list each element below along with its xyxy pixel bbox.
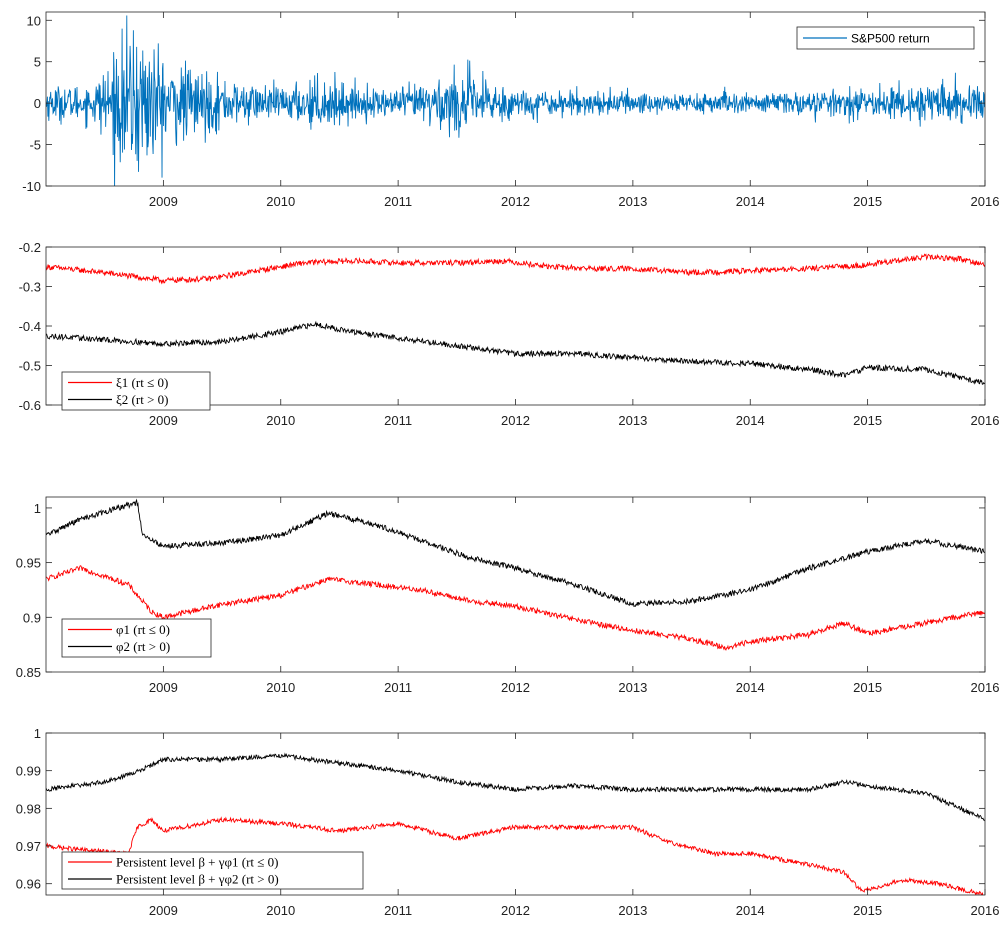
y-tick-label: 0.9 [23, 610, 41, 625]
x-tick-label: 2011 [384, 194, 412, 209]
x-tick-label: 2012 [501, 903, 530, 918]
y-tick-label: 1 [34, 726, 41, 741]
y-tick-label: -0.3 [19, 280, 41, 295]
x-tick-label: 2015 [853, 413, 882, 428]
legend-label: S&P500 return [851, 32, 930, 46]
legend: ξ1 (rt ≤ 0) ξ2 (rt > 0) [61, 371, 211, 411]
panel-2: 2009 2010 2011 2012 2013 2014 2015 2016 -0.2 -0.3… [19, 240, 1000, 428]
x-tick-label: 2014 [736, 194, 765, 209]
x-tick-label: 2016 [971, 903, 1000, 918]
y-tick-label: 10 [27, 13, 41, 28]
y-tick-label: 0 [34, 96, 41, 111]
series-line-2 [46, 320, 985, 385]
x-tick-label: 2010 [266, 194, 295, 209]
x-tick-label: 2011 [384, 413, 412, 428]
y-tick-label: -5 [29, 138, 41, 153]
x-tick-label: 2012 [501, 413, 530, 428]
x-tick-label: 2015 [853, 680, 882, 695]
y-tick-label: -0.4 [19, 319, 41, 334]
x-tick-label: 2013 [618, 413, 647, 428]
x-tick-label: 2013 [618, 680, 647, 695]
legend-box [61, 618, 212, 658]
series-line-2 [46, 498, 985, 608]
panel-4: 2009 2010 2011 2012 2013 2014 2015 2016 1 0.99 0.9… [16, 726, 1000, 918]
legend-label: Persistent level β + γφ1 (rt ≤ 0) [116, 855, 279, 870]
x-tick-label: 2009 [149, 903, 178, 918]
y-tick-label: 0.97 [16, 839, 41, 854]
legend-label: φ1 (rt ≤ 0) [116, 622, 170, 637]
x-tick-label: 2013 [618, 194, 647, 209]
y-tick-label: 0.99 [16, 764, 41, 779]
x-tick-label: 2009 [149, 194, 178, 209]
panel-3: 2009 2010 2011 2012 2013 2014 2015 2016 1 0.95 0.9… [16, 496, 1000, 695]
series-line-1 [46, 15, 985, 186]
x-tick-label: 2016 [971, 194, 1000, 209]
legend-label: Persistent level β + γφ2 (rt > 0) [116, 872, 279, 887]
x-tick-label: 2016 [971, 413, 1000, 428]
y-tick-label: -0.5 [19, 359, 41, 374]
x-tick-label: 2015 [853, 903, 882, 918]
x-tick-label: 2012 [501, 680, 530, 695]
legend: φ1 (rt ≤ 0) φ2 (rt > 0) [61, 618, 212, 658]
panel-1: 2009 2010 2011 2012 2013 2014 2015 2016 10 5 0 -5 -1… [22, 11, 1000, 209]
series-line-1 [46, 816, 984, 895]
x-tick-label: 2010 [266, 413, 295, 428]
y-tick-label: 0.96 [16, 877, 41, 892]
y-tick-label: 5 [34, 55, 41, 70]
x-tick-label: 2009 [149, 680, 178, 695]
y-tick-label: -0.2 [19, 240, 41, 255]
x-tick-label: 2014 [736, 680, 765, 695]
x-tick-label: 2014 [736, 903, 765, 918]
x-tick-label: 2010 [266, 680, 295, 695]
y-tick-label: -10 [22, 179, 41, 194]
x-tick-label: 2012 [501, 194, 530, 209]
x-tick-label: 2009 [149, 413, 178, 428]
legend-label: φ2 (rt > 0) [116, 639, 170, 654]
x-tick-label: 2014 [736, 413, 765, 428]
x-tick-label: 2015 [853, 194, 882, 209]
series-line-1 [46, 253, 985, 285]
legend-label: ξ1 (rt ≤ 0) [116, 375, 168, 390]
legend: S&P500 return [796, 26, 975, 50]
y-tick-label: 1 [34, 501, 41, 516]
y-tick-label: -0.6 [19, 398, 41, 413]
legend-label: ξ2 (rt > 0) [116, 392, 168, 407]
series-line-2 [46, 752, 985, 822]
y-tick-label: 0.98 [16, 801, 41, 816]
x-tick-label: 2011 [384, 680, 412, 695]
series-line-1 [46, 565, 985, 651]
legend-box [796, 26, 975, 50]
x-tick-label: 2011 [384, 903, 412, 918]
y-tick-label: 0.85 [16, 665, 41, 680]
x-tick-label: 2013 [618, 903, 647, 918]
x-tick-label: 2016 [971, 680, 1000, 695]
legend-box [61, 371, 211, 411]
legend-box [61, 851, 364, 890]
y-tick-label: 0.95 [16, 556, 41, 571]
legend: Persistent level β + γφ1 (rt ≤ 0) Persist… [61, 851, 364, 890]
x-tick-label: 2010 [266, 903, 295, 918]
